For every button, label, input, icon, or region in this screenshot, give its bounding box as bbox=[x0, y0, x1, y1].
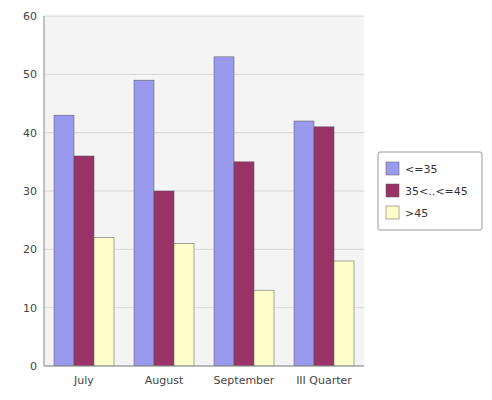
legend-swatch bbox=[386, 162, 399, 175]
legend: <=35 35<..<=45 >45 bbox=[378, 152, 482, 230]
y-tick-label: 0 bbox=[30, 360, 37, 373]
grid-line bbox=[44, 74, 364, 75]
bar bbox=[254, 290, 274, 366]
bar bbox=[334, 261, 354, 366]
bar bbox=[74, 156, 94, 366]
legend-label: >45 bbox=[405, 207, 428, 220]
y-axis-line bbox=[44, 16, 45, 366]
x-tick-label: August bbox=[145, 374, 184, 387]
legend-swatch bbox=[386, 206, 399, 219]
grid-line bbox=[44, 366, 364, 367]
x-axis-line bbox=[44, 366, 364, 367]
x-tick-label: III Quarter bbox=[296, 374, 352, 387]
grid-line bbox=[44, 16, 364, 17]
chart-container: 0 10 20 30 40 50 60 July August September III Quar… bbox=[0, 0, 492, 400]
x-tick-label: September bbox=[214, 374, 275, 387]
bars bbox=[54, 57, 354, 366]
bar bbox=[134, 80, 154, 366]
y-tick-label: 20 bbox=[23, 243, 37, 256]
bar bbox=[94, 238, 114, 366]
bar bbox=[154, 191, 174, 366]
bar bbox=[214, 57, 234, 366]
bar bbox=[234, 162, 254, 366]
plot-background bbox=[44, 16, 364, 366]
y-tick-label: 10 bbox=[23, 302, 37, 315]
bar bbox=[174, 244, 194, 367]
y-tick-label: 30 bbox=[23, 185, 37, 198]
y-grid bbox=[44, 16, 364, 366]
bar bbox=[314, 127, 334, 366]
legend-swatch bbox=[386, 184, 399, 197]
x-tick-label: July bbox=[73, 374, 94, 387]
legend-label: <=35 bbox=[405, 163, 437, 176]
bar bbox=[54, 115, 74, 366]
bar bbox=[294, 121, 314, 366]
legend-label: 35<..<=45 bbox=[405, 185, 468, 198]
y-tick-label: 40 bbox=[23, 127, 37, 140]
legend-frame bbox=[378, 152, 482, 230]
chart-svg: 0 10 20 30 40 50 60 July August September III Quar… bbox=[0, 0, 492, 400]
y-tick-label: 60 bbox=[23, 10, 37, 23]
y-tick-label: 50 bbox=[23, 68, 37, 81]
